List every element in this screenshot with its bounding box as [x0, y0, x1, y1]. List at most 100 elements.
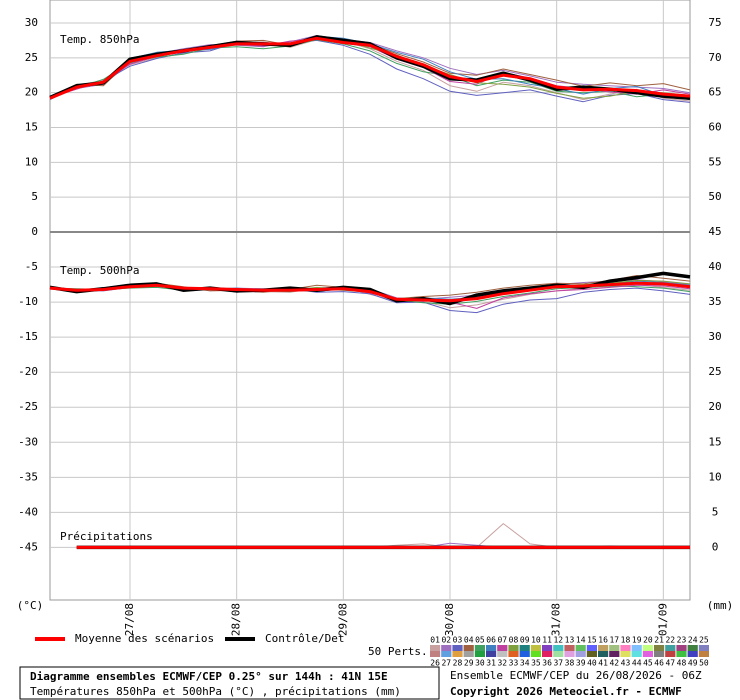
y-tick-label: 10 [25, 155, 38, 168]
x-tick-label: 27/08 [123, 603, 136, 636]
legend-swatch [609, 651, 620, 657]
legend-swatch [575, 645, 586, 651]
legend-code: 41 [598, 659, 608, 668]
y2-tick-label: 55 [708, 155, 721, 168]
y-tick-label: -30 [18, 435, 38, 448]
legend-code: 01 [430, 636, 440, 645]
legend-swatch [542, 645, 553, 651]
y2-tick-label: 15 [708, 435, 721, 448]
x-tick-label: 29/08 [336, 603, 349, 636]
y-tick-label: -10 [18, 295, 38, 308]
y-tick-label: -45 [18, 540, 38, 553]
legend-code: 04 [464, 636, 474, 645]
legend-swatch [598, 645, 609, 651]
legend-code: 03 [453, 636, 463, 645]
y2-unit: (mm) [707, 599, 734, 612]
y-tick-label: -15 [18, 330, 38, 343]
legend-swatch [676, 651, 687, 657]
copyright: Copyright 2026 Meteociel.fr - ECMWF [450, 685, 682, 698]
legend-swatch [519, 645, 530, 651]
legend-code: 26 [430, 659, 440, 668]
member-line [49, 39, 691, 103]
legend-swatch [486, 651, 497, 657]
y2-tick-label: 45 [708, 225, 721, 238]
legend-swatch [620, 645, 631, 651]
legend-code: 13 [565, 636, 575, 645]
legend-swatch [441, 651, 452, 657]
y-tick-label: 30 [25, 16, 38, 29]
x-tick-label: 28/08 [230, 603, 243, 636]
legend-code: 24 [688, 636, 698, 645]
y-tick-label: -40 [18, 505, 38, 518]
legend-code: 38 [565, 659, 575, 668]
legend-swatch [474, 645, 485, 651]
mean-line [49, 281, 691, 303]
legend-code: 49 [688, 659, 698, 668]
legend-code: 05 [475, 636, 485, 645]
legend-code: 07 [497, 636, 507, 645]
legend-code: 29 [464, 659, 474, 668]
legend-code: 47 [665, 659, 675, 668]
y2-tick-label: 30 [708, 330, 721, 343]
x-tick-label: 30/08 [443, 603, 456, 636]
legend-swatch [463, 645, 474, 651]
legend-swatch [687, 651, 698, 657]
legend-code: 18 [621, 636, 631, 645]
plot-area [49, 0, 691, 601]
panel-label: Temp. 850hPa [60, 33, 139, 46]
legend-code: 35 [531, 659, 541, 668]
mean-line [49, 36, 691, 100]
legend-code: 14 [576, 636, 586, 645]
legend-label: Contrôle/Det [265, 632, 344, 645]
chart-title: Diagramme ensembles ECMWF/CEP 0.25° sur … [30, 670, 388, 683]
y-unit: (°C) [17, 599, 44, 612]
legend-swatch [575, 651, 586, 657]
legend-swatch [430, 651, 441, 657]
legend-code: 17 [609, 636, 619, 645]
legend-swatch [564, 645, 575, 651]
legend-swatch [631, 645, 642, 651]
legend-swatch [430, 645, 441, 651]
legend-code: 46 [654, 659, 664, 668]
legend-code: 28 [453, 659, 463, 668]
y2-tick-label: 70 [708, 51, 721, 64]
legend-swatch [519, 651, 530, 657]
legend-swatch [553, 645, 564, 651]
legend-swatch [586, 651, 597, 657]
y2-tick-label: 0 [712, 540, 719, 553]
legend-code: 02 [441, 636, 451, 645]
legend-code: 22 [665, 636, 675, 645]
y-tick-label: -20 [18, 365, 38, 378]
legend-swatch [654, 645, 665, 651]
legend-swatch [497, 651, 508, 657]
legend-swatch [441, 645, 452, 651]
legend-swatch [586, 645, 597, 651]
y2-tick-label: 10 [708, 470, 721, 483]
y-tick-label: 20 [25, 86, 38, 99]
legend-swatch [676, 645, 687, 651]
legend-label: Moyenne des scénarios [75, 632, 214, 645]
y2-tick-label: 35 [708, 295, 721, 308]
legend-code: 36 [542, 659, 552, 668]
legend-swatch [642, 651, 653, 657]
y-tick-label: 15 [25, 120, 38, 133]
legend-swatch [530, 651, 541, 657]
legend-swatch [542, 651, 553, 657]
legend-code: 31 [486, 659, 496, 668]
legend-code: 30 [475, 659, 485, 668]
legend-swatch [609, 645, 620, 651]
y2-tick-label: 25 [708, 365, 721, 378]
legend-code: 21 [654, 636, 664, 645]
panel-label: Temp. 500hPa [60, 264, 139, 277]
y2-tick-label: 75 [708, 16, 721, 29]
y-tick-label: 0 [31, 225, 38, 238]
legend-code: 32 [497, 659, 507, 668]
legend-code: 48 [677, 659, 687, 668]
member-line [49, 39, 691, 102]
legend-code: 27 [441, 659, 451, 668]
legend-code: 12 [553, 636, 563, 645]
legend-code: 43 [621, 659, 631, 668]
legend-code: 15 [587, 636, 597, 645]
